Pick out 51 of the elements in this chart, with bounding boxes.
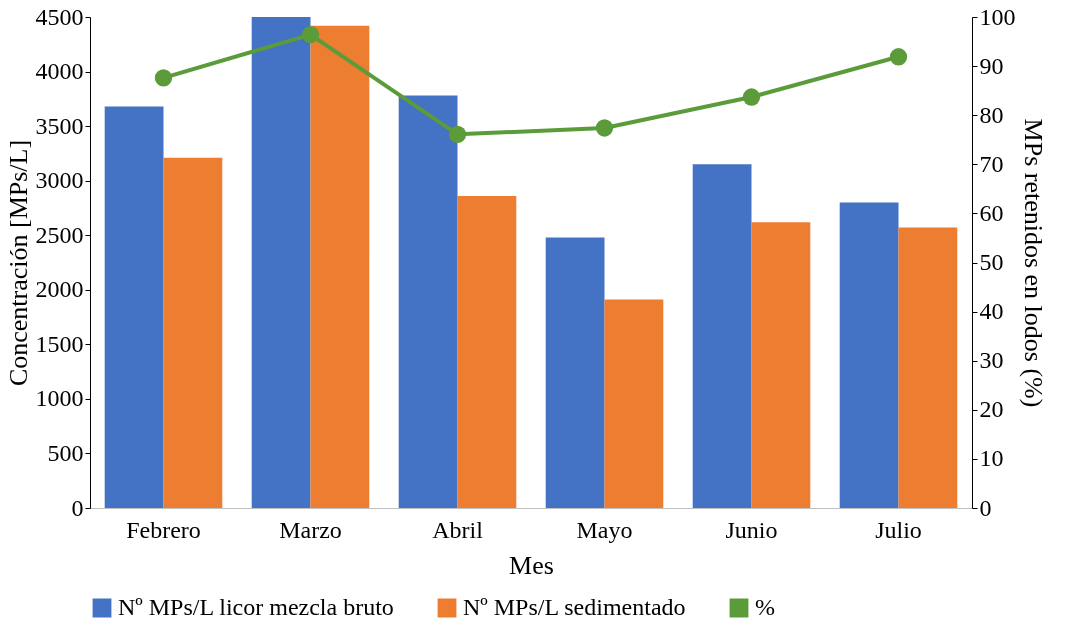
- x-tick-label: Abril: [432, 516, 484, 543]
- y2-tick-label: 0: [979, 494, 992, 521]
- y2-tick-label: 10: [979, 445, 1004, 472]
- bar: [310, 25, 370, 508]
- y2-tick-label: 90: [979, 52, 1004, 79]
- bar: [104, 106, 164, 508]
- x-tick-label: Julio: [875, 516, 922, 543]
- y2-tick-label: 60: [979, 199, 1004, 226]
- bar: [163, 157, 223, 508]
- y2-tick-label: 70: [979, 150, 1004, 177]
- bar: [398, 95, 458, 508]
- y-tick-label: 1500: [35, 330, 84, 357]
- y-axis-title: Concentración [MPs/L]: [3, 139, 33, 387]
- y2-tick-label: 50: [979, 249, 1004, 275]
- y-tick-label: 4500: [35, 3, 84, 30]
- y-tick-label: 4000: [35, 58, 84, 85]
- bar: [839, 202, 899, 508]
- y2-tick-label: 100: [979, 3, 1016, 30]
- y-tick-label: 0: [71, 494, 84, 521]
- x-tick-label: Junio: [725, 516, 778, 543]
- point: [595, 119, 614, 137]
- y2-tick-label: 80: [979, 101, 1004, 128]
- y2-tick-label: 20: [979, 396, 1004, 423]
- x-tick-label: Febrero: [126, 516, 201, 543]
- y-tick-label: 2500: [35, 221, 84, 248]
- bar: [692, 164, 752, 508]
- bar: [898, 227, 958, 508]
- y-tick-label: 3000: [35, 167, 84, 194]
- bar: [545, 237, 605, 508]
- y-tick-label: 500: [47, 439, 84, 466]
- y-tick-label: 2000: [35, 276, 84, 303]
- point: [448, 125, 467, 143]
- point: [301, 26, 320, 44]
- y2-tick-label: 40: [979, 298, 1004, 325]
- point: [154, 69, 173, 87]
- legend-label: Nº MPs/L licor mezcla bruto: [118, 594, 394, 620]
- y-tick-label: 3500: [35, 112, 84, 139]
- x-axis-title: Mes: [509, 550, 554, 580]
- point: [889, 48, 908, 66]
- bar: [604, 299, 664, 508]
- bar: [751, 222, 811, 508]
- bar: [251, 17, 311, 508]
- legend-label: %: [755, 594, 775, 620]
- point: [742, 88, 761, 106]
- x-tick-label: Marzo: [279, 516, 342, 543]
- x-tick-label: Mayo: [576, 516, 633, 543]
- y2-tick-label: 30: [979, 347, 1004, 374]
- y-tick-label: 1000: [35, 385, 84, 412]
- bar: [457, 195, 517, 508]
- legend-label: Nº MPs/L sedimentado: [463, 594, 686, 620]
- y2-axis-title: MPs retenidos en lodos (%): [1018, 118, 1048, 408]
